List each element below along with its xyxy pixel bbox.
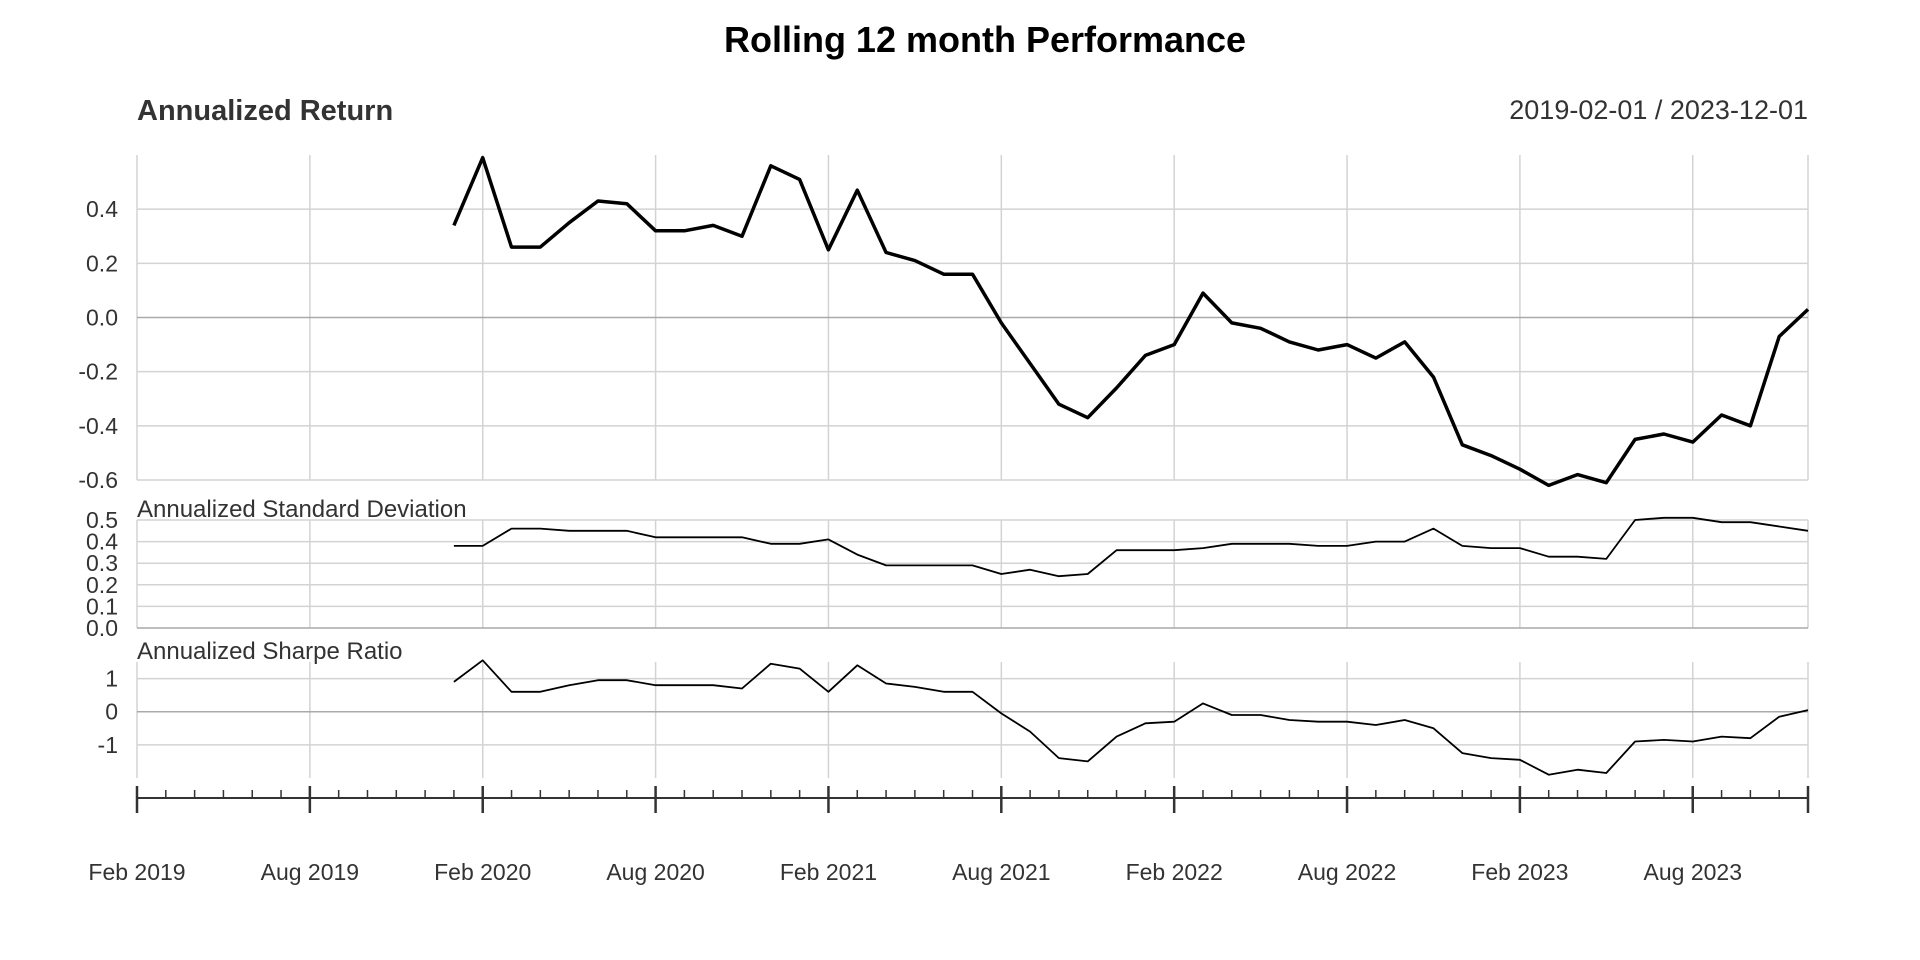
y-tick-label: 0.4 xyxy=(86,196,118,222)
x-axis: Feb 2019 Aug 2019 Feb 2020 Aug 2020 Feb 2021… xyxy=(88,786,1810,885)
annualized-std-dev-title: Annualized Standard Deviation xyxy=(137,496,467,523)
x-tick-label: Feb 2020 xyxy=(434,859,531,885)
y-tick-label: 0.4 xyxy=(86,529,118,555)
annualized-std-dev-panel: Annualized Standard Deviation 0.50.40.30… xyxy=(86,496,1809,641)
y-tick-label: 0.5 xyxy=(86,507,118,533)
x-tick-label: Feb 2022 xyxy=(1126,859,1223,885)
y-tick-label: 0.0 xyxy=(86,615,118,641)
x-tick-label: Feb 2019 xyxy=(88,859,185,885)
y-tick-label: -0.2 xyxy=(78,359,118,385)
y-tick-label: 0.3 xyxy=(86,550,118,576)
x-tick-label: Aug 2023 xyxy=(1644,859,1742,885)
y-tick-label: 1 xyxy=(105,666,118,692)
annualized-return-title: Annualized Return xyxy=(137,95,393,127)
annualized-return-panel: Annualized Return 0.4 0.2 0.0 -0.2 -0.4 -0.6 xyxy=(78,95,1810,493)
series-line xyxy=(453,516,1809,578)
y-tick-label: -1 xyxy=(98,732,118,758)
x-tick-label: Feb 2021 xyxy=(780,859,877,885)
x-tick-label: Aug 2021 xyxy=(952,859,1050,885)
series-line xyxy=(452,155,1810,488)
x-tick-label: Aug 2020 xyxy=(606,859,704,885)
y-tick-label: 0 xyxy=(105,699,118,725)
y-tick-label: 0.2 xyxy=(86,572,118,598)
annualized-sharpe-ratio-panel: Annualized Sharpe Ratio 1 0 -1 xyxy=(98,638,1809,778)
y-tick-label: 0.1 xyxy=(86,593,118,619)
y-tick-label: 0.0 xyxy=(86,305,118,331)
x-tick-label: Aug 2019 xyxy=(261,859,359,885)
date-range-label: 2019-02-01 / 2023-12-01 xyxy=(1509,95,1808,125)
chart-title: Rolling 12 month Performance xyxy=(724,19,1246,60)
y-tick-label: 0.2 xyxy=(86,250,118,276)
y-tick-label: -0.6 xyxy=(78,467,118,493)
y-tick-label: -0.4 xyxy=(78,413,118,439)
series-line xyxy=(453,659,1809,776)
annualized-sharpe-ratio-title: Annualized Sharpe Ratio xyxy=(137,638,403,665)
x-tick-label: Aug 2022 xyxy=(1298,859,1396,885)
x-tick-label: Feb 2023 xyxy=(1471,859,1568,885)
